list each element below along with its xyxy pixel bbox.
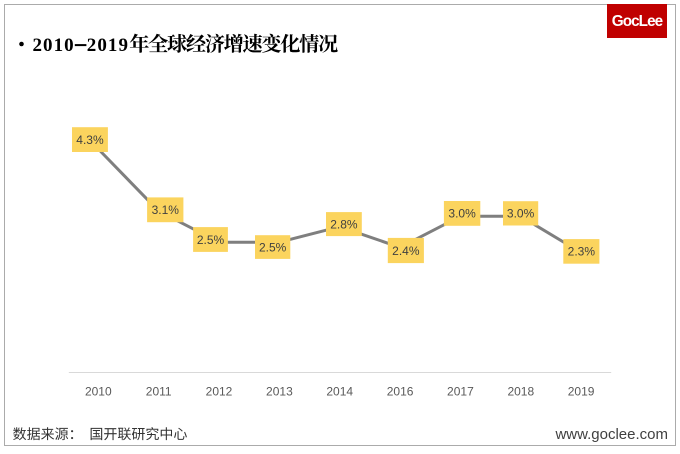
- svg-text:2016: 2016: [387, 385, 414, 399]
- svg-text:3.1%: 3.1%: [152, 203, 180, 217]
- svg-text:2010: 2010: [85, 385, 112, 399]
- svg-text:2012: 2012: [206, 385, 233, 399]
- svg-text:2011: 2011: [146, 385, 172, 399]
- svg-text:2017: 2017: [447, 385, 474, 399]
- svg-text:2018: 2018: [507, 385, 534, 399]
- svg-text:GocLee: GocLee: [612, 13, 663, 30]
- svg-text:2019: 2019: [568, 385, 595, 399]
- svg-text:4.3%: 4.3%: [76, 133, 104, 147]
- svg-text:3.0%: 3.0%: [507, 207, 535, 221]
- svg-text:2.5%: 2.5%: [259, 240, 287, 254]
- svg-text:2.5%: 2.5%: [197, 233, 225, 247]
- svg-text:2014: 2014: [326, 385, 353, 399]
- svg-text:2013: 2013: [266, 385, 293, 399]
- svg-text:2.8%: 2.8%: [330, 217, 358, 231]
- svg-text:3.0%: 3.0%: [448, 207, 476, 221]
- svg-text:2.4%: 2.4%: [392, 244, 420, 258]
- svg-text:www.goclee.com: www.goclee.com: [554, 426, 668, 443]
- svg-text:2010: 2010: [33, 35, 75, 56]
- svg-text:2.3%: 2.3%: [568, 245, 596, 259]
- svg-text:2019: 2019: [87, 35, 129, 56]
